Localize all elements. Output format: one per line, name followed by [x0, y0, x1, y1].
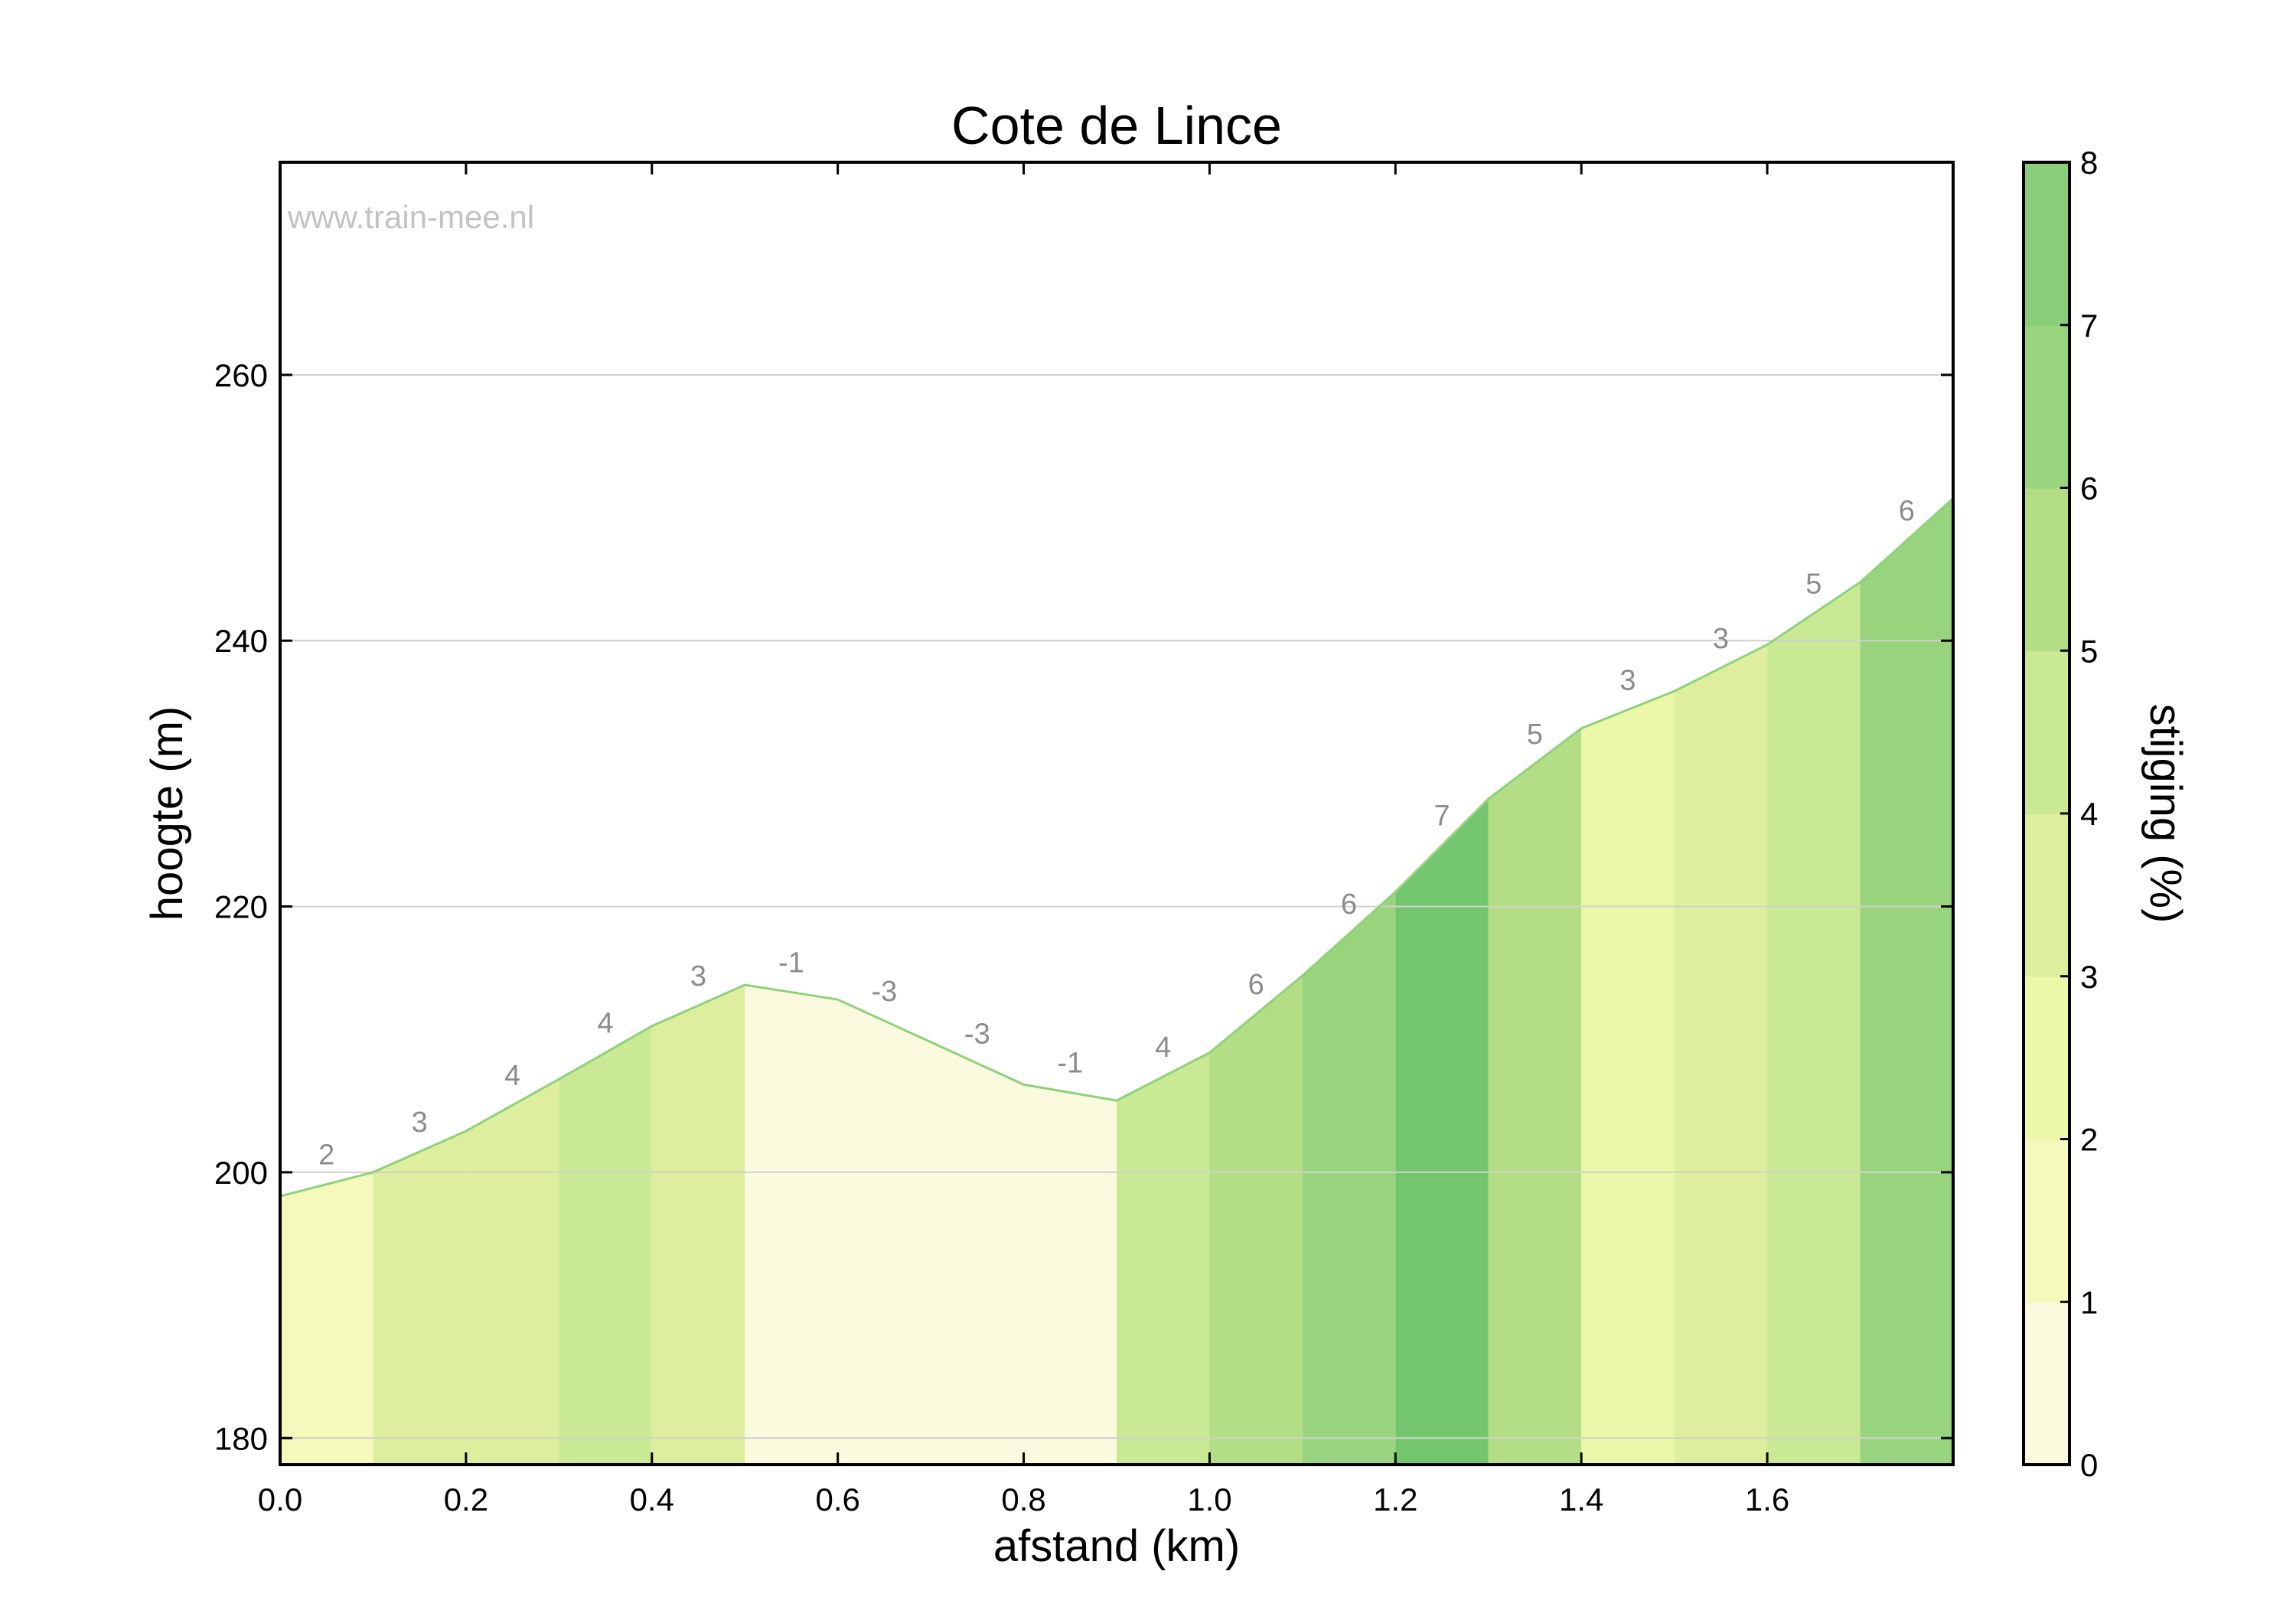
grade-label: 3 — [412, 1107, 428, 1139]
colorbar-band — [2024, 813, 2069, 977]
colorbar-tick-label: 6 — [2080, 471, 2098, 507]
y-tick-label: 240 — [214, 623, 268, 659]
colorbar-tick-label: 5 — [2080, 633, 2098, 669]
y-tick-label: 260 — [214, 357, 268, 393]
colorbar-band — [2024, 1139, 2069, 1303]
x-axis: 0.0 0.2 0.4 0.6 0.8 1.0 1.2 1.4 1.6 — [258, 162, 1789, 1517]
colorbar-band — [2024, 162, 2069, 326]
grade-label: 6 — [1341, 888, 1357, 921]
colorbar-tick-label: 1 — [2080, 1284, 2098, 1320]
x-tick-label: 0.6 — [815, 1482, 859, 1517]
grade-label: 3 — [690, 960, 706, 993]
chart-title: Cote de Lince — [951, 96, 1282, 155]
colorbar-ticks: 0 1 2 3 4 5 6 7 8 — [2060, 145, 2098, 1483]
grade-segment — [1302, 892, 1396, 1465]
grade-label: -3 — [964, 1019, 990, 1051]
grade-labels: 2 3 4 4 3 -1 -3 -3 -1 4 6 6 7 5 3 3 5 6 — [318, 495, 1915, 1171]
colorbar-tick-label: 2 — [2080, 1122, 2098, 1158]
grade-label: 3 — [1619, 665, 1636, 697]
colorbar-tick-label: 4 — [2080, 796, 2098, 832]
x-tick-label: 1.6 — [1745, 1482, 1789, 1517]
y-tick-label: 200 — [214, 1155, 268, 1191]
grade-label: 7 — [1433, 800, 1450, 833]
grade-label: 4 — [504, 1060, 520, 1092]
grade-label: 2 — [318, 1139, 334, 1172]
grade-segment — [1117, 1052, 1210, 1465]
grade-segment — [931, 1041, 1024, 1465]
grade-label: 5 — [1527, 719, 1543, 751]
grade-label: 5 — [1805, 569, 1821, 601]
grade-segment — [1395, 798, 1489, 1465]
x-axis-label: afstand (km) — [993, 1521, 1240, 1571]
grade-segment — [1488, 728, 1582, 1465]
x-tick-label: 1.4 — [1559, 1482, 1603, 1517]
gridlines — [280, 373, 1953, 1439]
grade-segment — [1581, 691, 1675, 1465]
y-tick-label: 180 — [214, 1420, 268, 1456]
colorbar-tick-label: 7 — [2080, 308, 2098, 344]
grade-label: 6 — [1248, 969, 1264, 1001]
grade-segment — [1023, 1084, 1117, 1465]
colorbar-tick-label: 0 — [2080, 1447, 2098, 1483]
colorbar-band — [2024, 324, 2069, 489]
grade-segments — [280, 498, 1953, 1465]
grade-label: 3 — [1713, 623, 1729, 655]
grade-segment — [465, 1079, 559, 1465]
grade-segment — [1209, 975, 1303, 1465]
grade-segment — [280, 1172, 373, 1465]
x-tick-label: 0.8 — [1001, 1482, 1045, 1517]
x-tick-label: 0.0 — [258, 1482, 302, 1517]
colorbar-band — [2024, 487, 2069, 652]
y-tick-label: 220 — [214, 889, 268, 925]
grade-segment — [837, 999, 931, 1465]
x-tick-label: 1.2 — [1373, 1482, 1417, 1517]
grade-segment — [373, 1131, 466, 1465]
colorbar-tick-label: 3 — [2080, 959, 2098, 995]
x-tick-label: 0.2 — [444, 1482, 488, 1517]
colorbar-band — [2024, 976, 2069, 1140]
colorbar-label: stijging (%) — [2141, 704, 2190, 924]
colorbar-band — [2024, 650, 2069, 814]
grade-segment — [745, 985, 838, 1465]
grade-label: -3 — [871, 976, 897, 1008]
grade-label: 4 — [1155, 1032, 1171, 1064]
grade-label: -1 — [1057, 1048, 1083, 1080]
colorbar — [2024, 162, 2069, 1465]
watermark: www.train-mee.nl — [287, 199, 534, 235]
grade-segment — [559, 1025, 652, 1465]
grade-segment — [1767, 582, 1861, 1465]
plot-frame — [279, 161, 1955, 1466]
grade-segment — [1860, 498, 1953, 1465]
y-axis-label: hoogte (m) — [142, 706, 192, 921]
elevation-line — [279, 497, 1955, 1198]
y-axis: 180 200 220 240 260 — [214, 357, 1953, 1456]
x-tick-label: 1.0 — [1187, 1482, 1231, 1517]
grade-label: 6 — [1899, 495, 1915, 527]
x-tick-label: 0.4 — [630, 1482, 674, 1517]
colorbar-band — [2024, 1302, 2069, 1465]
grade-label: 4 — [597, 1008, 613, 1040]
grade-segment — [1674, 644, 1768, 1465]
grade-segment — [651, 985, 745, 1465]
grade-label: -1 — [778, 947, 804, 980]
colorbar-tick-label: 8 — [2080, 145, 2098, 181]
